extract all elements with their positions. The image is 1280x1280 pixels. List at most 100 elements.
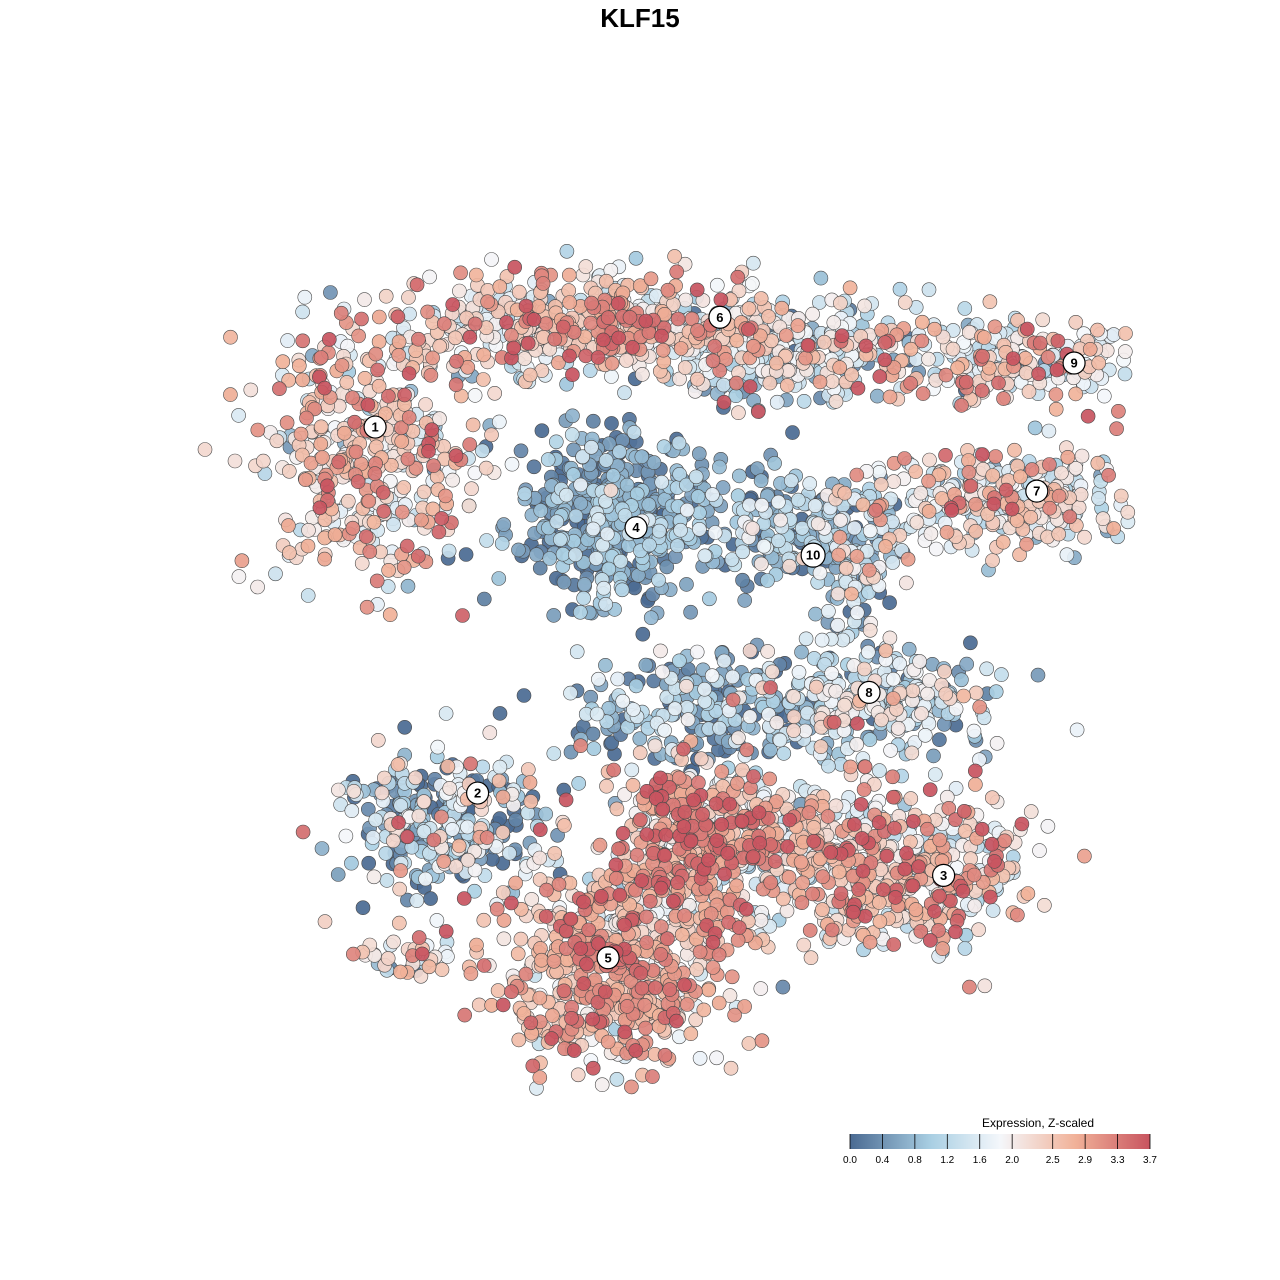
data-point	[1059, 547, 1075, 563]
data-point	[434, 809, 449, 825]
data-point	[711, 947, 727, 963]
data-point	[1018, 365, 1034, 381]
data-point	[670, 875, 686, 891]
data-point	[790, 318, 806, 333]
data-point	[508, 875, 523, 891]
data-point	[564, 1010, 579, 1026]
data-point	[742, 709, 758, 725]
data-point	[1048, 387, 1064, 402]
data-point	[959, 656, 975, 672]
data-point	[882, 595, 897, 611]
data-point	[678, 292, 694, 308]
data-point	[763, 875, 779, 890]
data-point	[729, 878, 744, 894]
data-point	[331, 454, 347, 470]
data-point	[885, 671, 901, 687]
data-point	[197, 442, 213, 457]
data-point	[908, 464, 923, 479]
data-point	[754, 1033, 770, 1048]
data-point	[480, 294, 495, 310]
data-point	[394, 504, 410, 520]
data-point	[544, 1031, 559, 1046]
data-point	[400, 451, 416, 467]
data-point	[637, 997, 653, 1013]
data-point	[730, 488, 746, 504]
data-point	[584, 439, 599, 455]
data-point	[355, 900, 371, 916]
data-point	[1106, 521, 1121, 536]
data-point	[393, 863, 408, 878]
data-point	[627, 580, 642, 596]
data-point	[938, 686, 954, 702]
data-point	[234, 553, 250, 569]
data-point	[445, 822, 460, 837]
data-point	[555, 546, 571, 562]
data-point	[885, 555, 901, 570]
data-point	[856, 661, 872, 677]
data-point	[455, 608, 470, 623]
data-point	[496, 931, 512, 947]
data-point	[345, 390, 360, 406]
data-point	[504, 984, 519, 1000]
data-point	[638, 1020, 653, 1036]
data-point	[491, 571, 507, 586]
data-point	[731, 730, 746, 746]
data-point	[494, 536, 510, 551]
data-point	[578, 348, 594, 364]
data-point	[826, 714, 842, 730]
data-point	[909, 515, 925, 530]
data-point	[598, 596, 614, 612]
data-point	[803, 950, 819, 966]
data-point	[753, 473, 769, 489]
data-point	[359, 599, 375, 615]
data-point	[725, 669, 740, 685]
data-point	[523, 794, 539, 809]
data-point	[954, 398, 969, 413]
data-point	[653, 770, 668, 786]
data-point	[914, 333, 930, 349]
data-point	[723, 1060, 739, 1076]
data-point	[438, 924, 454, 939]
data-point	[643, 271, 659, 287]
data-point	[988, 449, 1003, 464]
data-point	[295, 824, 311, 840]
data-point	[683, 833, 699, 849]
data-point	[615, 825, 631, 841]
data-point	[360, 801, 376, 817]
data-point	[655, 342, 671, 358]
data-point	[714, 764, 730, 779]
data-point	[272, 381, 287, 397]
data-point	[490, 983, 506, 998]
data-point	[697, 694, 713, 709]
data-point	[506, 340, 522, 356]
data-point	[469, 937, 484, 953]
data-point	[1040, 818, 1056, 834]
data-point	[374, 785, 390, 801]
data-point	[633, 812, 648, 828]
data-point	[400, 578, 416, 594]
data-point	[476, 912, 492, 928]
data-point	[697, 681, 712, 697]
data-point	[423, 367, 439, 383]
data-point	[832, 360, 848, 375]
data-point	[639, 909, 654, 925]
data-point	[1118, 326, 1133, 341]
data-point	[520, 335, 536, 351]
data-point	[655, 664, 670, 680]
data-point	[588, 551, 604, 566]
data-point	[547, 331, 563, 347]
data-point	[885, 691, 901, 706]
data-point	[625, 777, 641, 793]
data-point	[883, 743, 898, 758]
data-point	[855, 863, 871, 879]
data-point	[478, 460, 494, 476]
data-point	[411, 331, 426, 347]
data-point	[728, 375, 744, 391]
data-point	[1014, 816, 1030, 832]
data-point	[798, 631, 814, 647]
data-point	[275, 354, 291, 370]
data-point	[476, 591, 492, 607]
data-point	[1074, 448, 1090, 464]
data-point	[872, 464, 887, 480]
data-point	[513, 443, 529, 459]
